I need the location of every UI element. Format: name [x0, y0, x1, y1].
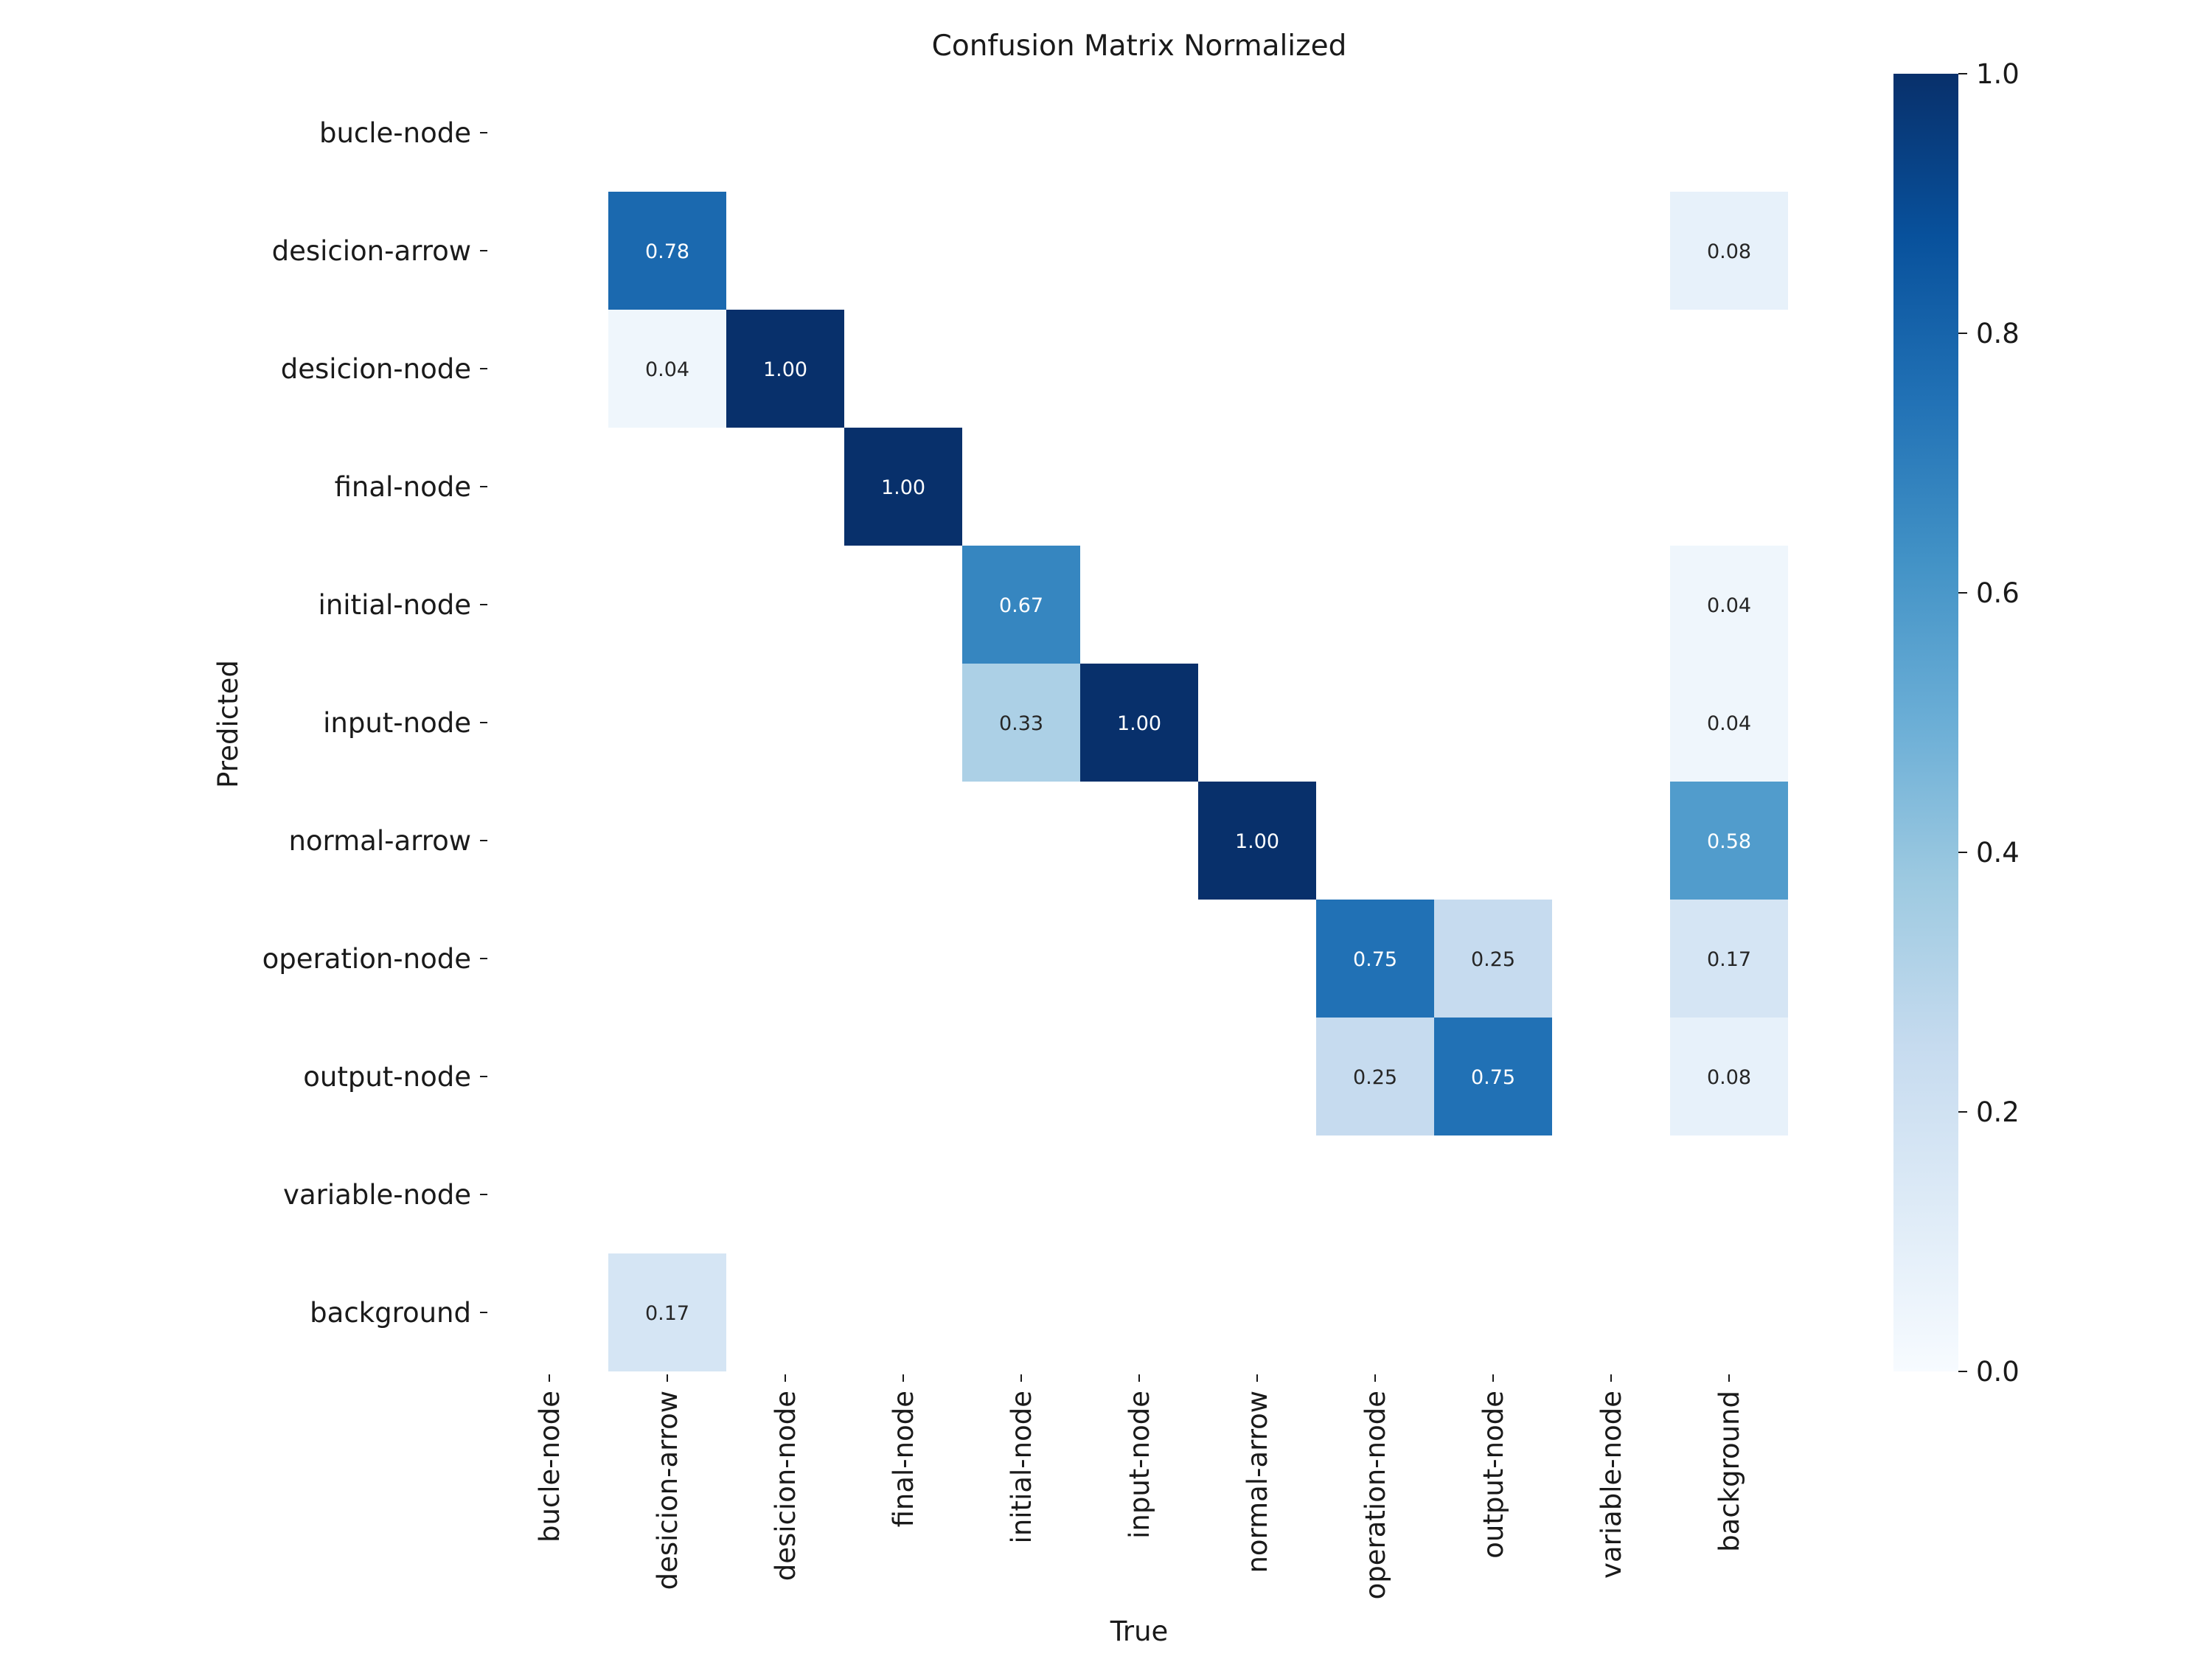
heatmap-cell-value: 1.00 [763, 358, 807, 381]
colorbar-tick-label: 0.0 [1976, 1356, 2020, 1388]
heatmap-cell [1670, 192, 1788, 310]
heatmap-cell [1434, 900, 1552, 1018]
heatmap-cell-value: 1.00 [881, 476, 925, 499]
chart-title: Confusion Matrix Normalized [932, 29, 1347, 63]
y-tick-label: desicion-arrow [272, 235, 471, 267]
heatmap-cell [1080, 664, 1198, 782]
heatmap-cell [608, 1253, 726, 1371]
y-tick-label: desicion-node [281, 353, 471, 385]
x-tick-label: final-node [888, 1391, 919, 1527]
heatmap-cell-value: 1.00 [1117, 712, 1161, 735]
x-axis-label: True [1110, 1615, 1169, 1647]
heatmap-cell-value: 0.17 [1707, 948, 1751, 971]
x-tick-label: normal-arrow [1242, 1391, 1273, 1573]
y-tick-label: operation-node [262, 943, 471, 975]
y-tick-label: final-node [335, 471, 471, 503]
x-tick-label: bucle-node [534, 1391, 566, 1543]
heatmap-cell-value: 0.08 [1707, 1066, 1751, 1089]
heatmap-cell [1198, 782, 1316, 900]
heatmap-cell-value: 1.00 [1235, 830, 1279, 853]
heatmap-cell-value: 0.08 [1707, 240, 1751, 263]
heatmap-cell [844, 428, 962, 546]
x-axis-ticks: bucle-node desicion-arrow desicion-node fin… [534, 1374, 1745, 1599]
colorbar-tick-label: 0.2 [1976, 1096, 2020, 1128]
colorbar-tick-label: 0.4 [1976, 837, 2020, 869]
colorbar [1893, 74, 1958, 1371]
x-tick-label: desicion-arrow [652, 1391, 684, 1590]
heatmap-cell-value: 0.25 [1471, 948, 1515, 971]
heatmap-cell-value: 0.04 [645, 358, 689, 381]
y-tick-label: background [310, 1297, 471, 1329]
heatmap-cell [608, 310, 726, 428]
heatmap-cell-value: 0.75 [1471, 1066, 1515, 1089]
heatmap-cell [1670, 900, 1788, 1018]
y-tick-label: bucle-node [319, 117, 471, 149]
x-tick-label: operation-node [1360, 1391, 1391, 1599]
x-tick-label: desicion-node [770, 1391, 801, 1581]
y-tick-label: initial-node [319, 589, 471, 621]
x-tick-label: input-node [1124, 1391, 1155, 1539]
y-axis-label: Predicted [212, 660, 244, 788]
colorbar-tick-label: 0.6 [1976, 577, 2020, 609]
y-tick-label: normal-arrow [288, 825, 471, 857]
colorbar-tick-label: 1.0 [1976, 58, 2020, 90]
colorbar-tick-label: 0.8 [1976, 318, 2020, 349]
heatmap-cell [1316, 900, 1434, 1018]
y-tick-label: variable-node [283, 1179, 471, 1211]
x-tick-label: variable-node [1596, 1391, 1627, 1579]
heatmap-cell-value: 0.78 [645, 240, 689, 263]
heatmap-cells [608, 192, 1788, 1371]
heatmap-cell [1670, 782, 1788, 900]
y-tick-label: input-node [323, 707, 471, 739]
x-tick-label: background [1714, 1391, 1745, 1552]
heatmap-cell-labels: 0.78 0.08 0.04 1.00 1.00 0.67 0.04 0.33 1.00 0.04… [645, 240, 1751, 1325]
heatmap-cell [726, 310, 844, 428]
y-tick-label: output-node [303, 1061, 471, 1093]
heatmap-cell-value: 0.04 [1707, 712, 1751, 735]
heatmap-cell-value: 0.17 [645, 1302, 689, 1325]
colorbar-ticks: 0.0 0.2 0.4 0.6 0.8 1.0 [1958, 58, 2020, 1388]
heatmap-cell [1434, 1018, 1552, 1135]
heatmap-cell [962, 664, 1080, 782]
heatmap-cell [608, 192, 726, 310]
x-tick-label: output-node [1478, 1391, 1509, 1559]
heatmap-cell [962, 546, 1080, 664]
heatmap-cell-value: 0.75 [1353, 948, 1397, 971]
heatmap-cell-value: 0.58 [1707, 830, 1751, 853]
heatmap-cell-value: 0.04 [1707, 594, 1751, 617]
colorbar-gradient [1893, 74, 1958, 1371]
heatmap-cell [1316, 1018, 1434, 1135]
y-axis-ticks: bucle-node desicion-arrow desicion-node fin… [262, 117, 487, 1329]
x-tick-label: initial-node [1006, 1391, 1037, 1543]
heatmap-cell [1670, 546, 1788, 664]
heatmap-cell [1670, 664, 1788, 782]
heatmap-cell-value: 0.67 [999, 594, 1043, 617]
heatmap-cell-value: 0.25 [1353, 1066, 1397, 1089]
heatmap-cell-value: 0.33 [999, 712, 1043, 735]
heatmap-cell [1670, 1018, 1788, 1135]
